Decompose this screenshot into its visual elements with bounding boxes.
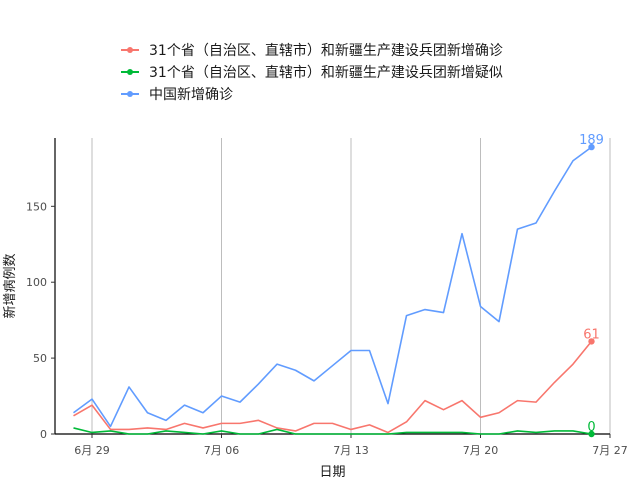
series: 0 bbox=[73, 420, 596, 438]
series-end-point bbox=[588, 338, 595, 345]
legend-item: 31个省（自治区、直辖市）和新疆生产建设兵团新增疑似 bbox=[121, 64, 503, 81]
series-layer: 61 0 189 bbox=[73, 133, 604, 438]
legend-item: 31个省（自治区、直辖市）和新疆生产建设兵团新增确诊 bbox=[121, 42, 503, 59]
x-tick-label: 7月 20 bbox=[463, 444, 499, 457]
y-tick-label: 100 bbox=[26, 276, 47, 289]
legend-key-point bbox=[127, 91, 133, 97]
series: 61 bbox=[73, 327, 600, 434]
data-label: 189 bbox=[579, 133, 604, 148]
axes: 0 50 100 150 6月 29 7月 06 7月 13 7月 20 7月 27 bbox=[26, 138, 628, 457]
data-label: 61 bbox=[583, 327, 600, 342]
x-tick-label: 7月 27 bbox=[592, 444, 628, 457]
series-line bbox=[73, 146, 592, 428]
y-tick-label: 150 bbox=[26, 200, 47, 213]
y-tick-label: 0 bbox=[40, 428, 47, 441]
x-tick-label: 7月 13 bbox=[333, 444, 369, 457]
series-end-point bbox=[588, 143, 595, 151]
series-line bbox=[73, 340, 593, 434]
legend-label: 31个省（自治区、直辖市）和新疆生产建设兵团新增疑似 bbox=[149, 64, 503, 81]
series-end-point bbox=[588, 430, 595, 438]
legend-label: 中国新增确诊 bbox=[149, 87, 233, 103]
vertical-gridlines bbox=[91, 138, 611, 434]
x-tick-label: 7月 06 bbox=[204, 444, 240, 457]
legend: 31个省（自治区、直辖市）和新疆生产建设兵团新增确诊 31个省（自治区、直辖市）和… bbox=[121, 42, 503, 103]
series: 189 bbox=[73, 133, 604, 428]
legend-label: 31个省（自治区、直辖市）和新疆生产建设兵团新增确诊 bbox=[149, 42, 503, 59]
series-line bbox=[73, 427, 592, 435]
x-axis-title: 日期 bbox=[319, 465, 345, 480]
legend-item: 中国新增确诊 bbox=[121, 87, 233, 103]
legend-key-point bbox=[127, 69, 133, 75]
y-tick-label: 50 bbox=[33, 352, 47, 365]
data-label: 0 bbox=[587, 420, 595, 435]
y-axis-title: 新增病例数 bbox=[2, 253, 18, 318]
x-tick-label: 6月 29 bbox=[74, 444, 110, 457]
legend-key-point bbox=[127, 47, 133, 53]
